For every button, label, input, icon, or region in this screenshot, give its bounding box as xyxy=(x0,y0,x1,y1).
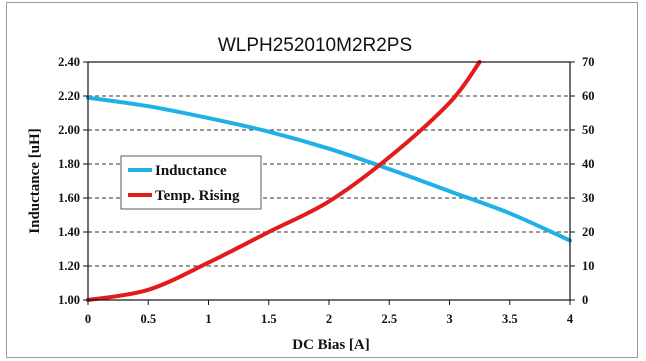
left-tick-label: 2.20 xyxy=(58,89,80,103)
x-tick-label: 1.5 xyxy=(261,312,277,326)
x-tick-label: 0 xyxy=(85,312,91,326)
legend-label-inductance: Inductance xyxy=(155,163,227,179)
left-tick-label: 2.40 xyxy=(58,55,80,69)
left-axis-ticks: 1.00 1.20 1.40 1.60 1.80 2.00 2.20 2.40 xyxy=(58,55,88,307)
x-tick-label: 2.5 xyxy=(381,312,397,326)
right-tick-label: 40 xyxy=(582,157,595,171)
series-line-temp-rising xyxy=(86,60,482,302)
left-tick-label: 1.40 xyxy=(58,225,80,239)
x-tick-label: 3.5 xyxy=(502,312,518,326)
x-tick-label: 3 xyxy=(446,312,452,326)
y-axis-label: Inductance [uH] xyxy=(27,128,43,233)
right-tick-label: 60 xyxy=(582,89,595,103)
right-axis-ticks: 0 10 20 30 40 50 60 70 xyxy=(570,55,595,307)
x-tick-label: 4 xyxy=(567,312,574,326)
left-tick-label: 1.80 xyxy=(58,157,80,171)
x-tick-label: 0.5 xyxy=(140,312,156,326)
x-axis-label: DC Bias [A] xyxy=(292,337,370,353)
left-tick-label: 1.00 xyxy=(58,293,80,307)
legend-label-temp-rising: Temp. Rising xyxy=(155,188,240,204)
chart-frame xyxy=(6,2,638,358)
x-tick-label: 1 xyxy=(205,312,211,326)
series-line-inductance xyxy=(86,95,572,243)
series-lines xyxy=(86,60,572,302)
legend: Inductance Temp. Rising xyxy=(120,155,262,210)
right-tick-label: 30 xyxy=(582,191,595,205)
right-tick-label: 50 xyxy=(582,123,595,137)
chart-title: WLPH252010M2R2PS xyxy=(218,35,412,56)
x-tick-label: 2 xyxy=(326,312,332,326)
left-tick-label: 1.60 xyxy=(58,191,80,205)
right-tick-label: 0 xyxy=(582,293,588,307)
left-tick-label: 1.20 xyxy=(58,259,80,273)
left-tick-label: 2.00 xyxy=(58,123,80,137)
right-tick-label: 70 xyxy=(582,55,595,69)
right-tick-label: 10 xyxy=(582,259,595,273)
right-tick-label: 20 xyxy=(582,225,595,239)
legend-box xyxy=(120,155,262,210)
bottom-axis-ticks: 0 0.5 1 1.5 2 2.5 3 3.5 4 xyxy=(85,300,574,326)
